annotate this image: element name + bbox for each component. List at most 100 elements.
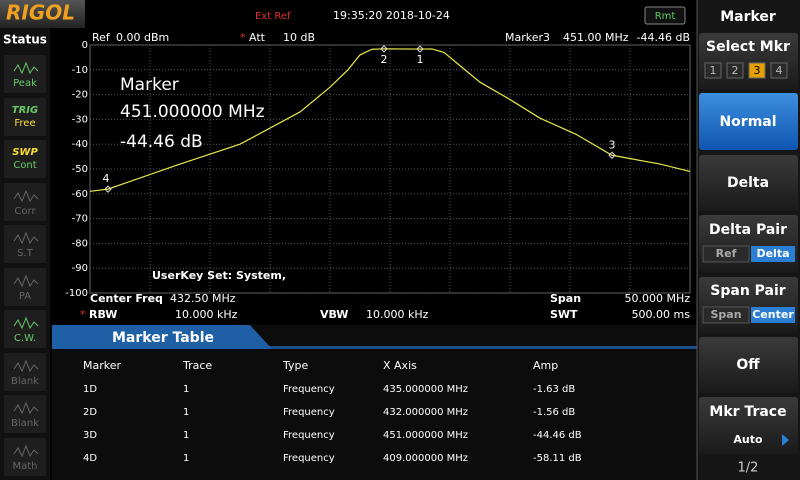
status-item — [4, 55, 46, 93]
toggle-option: Span — [710, 308, 741, 321]
table-cell: Frequency — [283, 430, 335, 441]
mkr-trace-label: Mkr Trace — [709, 404, 786, 420]
y-tick-label: -80 — [72, 238, 88, 249]
status-icon — [13, 274, 39, 288]
y-tick-label: -40 — [72, 139, 88, 150]
table-cell: 4D — [83, 453, 97, 464]
status-icon — [13, 231, 39, 245]
y-tick-label: -60 — [72, 189, 88, 200]
marker-option[interactable] — [704, 62, 722, 79]
normal-label: Normal — [719, 114, 776, 130]
table-cell: 1 — [183, 384, 189, 395]
select-mkr-options: 1 2 3 4 — [704, 62, 788, 79]
status-label: Peak — [13, 78, 37, 89]
status-item — [4, 98, 46, 136]
status-label: S.T — [17, 248, 34, 259]
ref-source: Ext Ref — [255, 11, 291, 22]
table-cell: 3D — [83, 430, 97, 441]
table-cell: 409.000000 MHz — [383, 453, 468, 464]
delta-button[interactable] — [699, 155, 798, 211]
status-item — [4, 395, 46, 433]
span-label: Span — [550, 292, 581, 305]
remote: Rmt — [655, 11, 676, 22]
status-icon — [13, 316, 39, 330]
table-cell: 2D — [83, 407, 97, 418]
menu-title: Marker — [720, 9, 776, 25]
table-cell: -1.56 dB — [533, 407, 575, 418]
rbw-flag: * — [80, 308, 86, 321]
marker-label: 2 — [381, 53, 388, 66]
column-header: Marker — [83, 359, 121, 372]
status-item — [4, 225, 46, 263]
y-tick-label: -100 — [65, 288, 88, 299]
marker-option[interactable] — [748, 62, 766, 79]
toggle-on — [751, 307, 795, 323]
marker-label: 3 — [609, 138, 616, 151]
ref-value: 0.00 dBm — [116, 31, 169, 44]
overlay-amp: -44.46 dB — [120, 132, 203, 152]
userkey: UserKey Set: System, — [152, 269, 286, 282]
marker-point — [104, 185, 112, 193]
marker-option-label: 3 — [754, 64, 761, 77]
status-heading: SWP — [12, 147, 38, 158]
remote-box — [644, 6, 686, 25]
off-label: Off — [736, 357, 760, 373]
marker-option[interactable] — [770, 62, 788, 79]
status-label: Free — [14, 118, 35, 129]
table-panel — [52, 325, 697, 480]
ref-label: Ref — [92, 31, 111, 44]
marker-freq: 451.00 MHz — [563, 31, 629, 44]
column-header: Trace — [182, 359, 212, 372]
delta-pair-label: Delta Pair — [709, 222, 787, 238]
arrow — [782, 434, 789, 446]
delta-label: Delta — [727, 175, 769, 191]
vbw-label: VBW — [320, 308, 348, 321]
marker-option-label: 4 — [776, 64, 783, 77]
mkr-trace-button[interactable] — [699, 397, 798, 454]
rbw-value: 10.000 kHz — [175, 308, 238, 321]
table-cell: 1 — [183, 407, 189, 418]
status-item — [4, 353, 46, 391]
overlay-title: Marker — [120, 75, 179, 95]
status-icon — [13, 189, 39, 203]
swt-label: SWT — [550, 308, 578, 321]
normal-button[interactable] — [699, 93, 798, 150]
y-tick-label: 0 — [82, 40, 88, 51]
marker-label: 4 — [103, 172, 110, 185]
trace — [89, 48, 691, 192]
status-label: Blank — [11, 376, 39, 387]
status-heading: TRIG — [12, 105, 38, 116]
y-tick-label: -50 — [72, 164, 88, 175]
att-value: 10 dB — [283, 31, 315, 44]
logo-box — [0, 0, 85, 28]
y-tick-label: -10 — [72, 65, 88, 76]
off-button[interactable] — [699, 337, 798, 393]
table-cell: Frequency — [283, 407, 335, 418]
status-label: Cont — [13, 160, 36, 171]
status-label: Blank — [11, 418, 39, 429]
marker-option[interactable] — [726, 62, 744, 79]
marker-option-label: 2 — [732, 64, 739, 77]
marker-option-label: 1 — [710, 64, 717, 77]
table-cell: 432.000000 MHz — [383, 407, 468, 418]
marker-label: Marker3 — [505, 31, 550, 44]
status-label: PA — [19, 291, 31, 302]
table-cell: Frequency — [283, 453, 335, 464]
table-cell: 435.000000 MHz — [383, 384, 468, 395]
toggle-off — [702, 306, 750, 324]
span-pair-label: Span Pair — [710, 283, 786, 299]
marker-label: 1 — [417, 53, 424, 66]
status-label: C.W. — [14, 333, 36, 344]
marker-point — [416, 45, 424, 53]
att-label: Att — [249, 31, 266, 44]
center-value: 432.50 MHz — [170, 292, 236, 305]
att-flag: * — [240, 31, 246, 44]
status-item — [4, 310, 46, 348]
marker-amp: -44.46 dB — [637, 31, 691, 44]
status-icon — [13, 61, 39, 75]
marker-point — [608, 151, 616, 159]
table-cell: -44.46 dB — [533, 430, 582, 441]
table-tab — [52, 325, 272, 349]
table-title: Marker Table — [112, 330, 214, 346]
